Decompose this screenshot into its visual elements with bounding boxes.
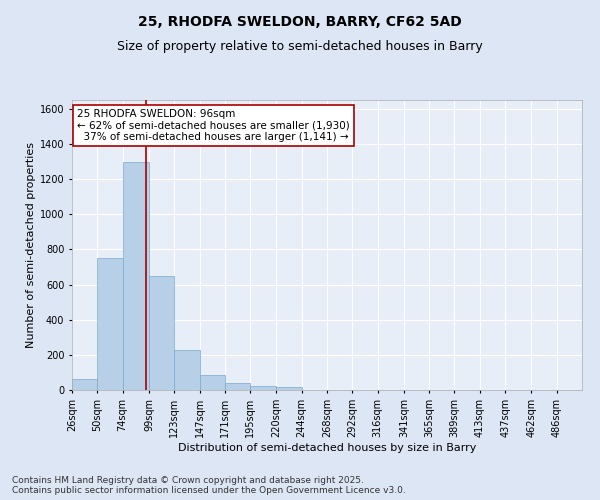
Text: 25, RHODFA SWELDON, BARRY, CF62 5AD: 25, RHODFA SWELDON, BARRY, CF62 5AD: [138, 15, 462, 29]
Bar: [277, 388, 302, 390]
Y-axis label: Number of semi-detached properties: Number of semi-detached properties: [26, 142, 35, 348]
Bar: [72, 378, 97, 390]
Bar: [149, 276, 174, 390]
Bar: [174, 350, 199, 390]
Text: Contains public sector information licensed under the Open Government Licence v3: Contains public sector information licen…: [12, 486, 406, 495]
Bar: [97, 258, 122, 390]
Bar: [225, 383, 250, 390]
Bar: [199, 375, 225, 390]
Bar: [122, 162, 149, 390]
Text: Contains HM Land Registry data © Crown copyright and database right 2025.: Contains HM Land Registry data © Crown c…: [12, 476, 364, 485]
X-axis label: Distribution of semi-detached houses by size in Barry: Distribution of semi-detached houses by …: [178, 442, 476, 452]
Text: Size of property relative to semi-detached houses in Barry: Size of property relative to semi-detach…: [117, 40, 483, 53]
Text: 25 RHODFA SWELDON: 96sqm
← 62% of semi-detached houses are smaller (1,930)
  37%: 25 RHODFA SWELDON: 96sqm ← 62% of semi-d…: [77, 108, 350, 142]
Bar: [250, 386, 277, 390]
